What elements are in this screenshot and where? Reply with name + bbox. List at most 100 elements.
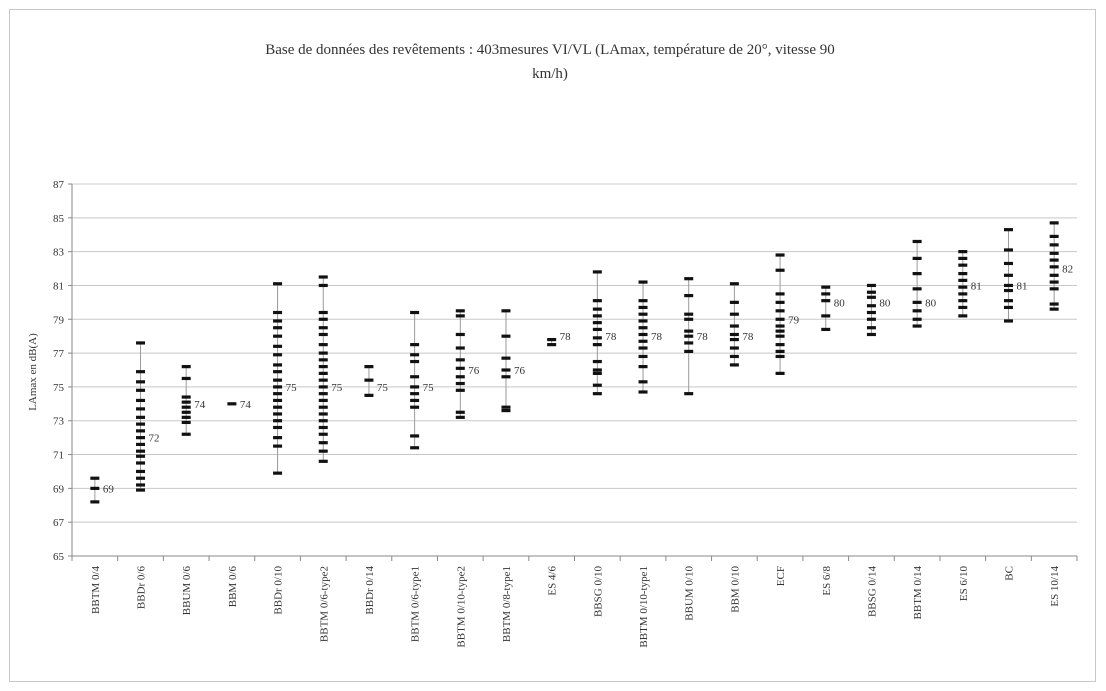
- data-point: [592, 359, 602, 364]
- data-point: [501, 368, 511, 372]
- data-point: [455, 346, 465, 350]
- x-tick-label: ES 10/14: [1049, 566, 1061, 607]
- x-tick-label: ECF: [775, 566, 787, 586]
- data-point: [592, 336, 602, 340]
- data-point: [592, 383, 602, 387]
- data-point: [775, 329, 785, 333]
- data-point: [592, 299, 602, 303]
- data-point: [181, 376, 191, 381]
- data-point: [1049, 307, 1059, 311]
- y-tick-label: 69: [53, 483, 65, 495]
- data-point: [866, 295, 876, 299]
- data-point: [592, 321, 602, 325]
- x-tick-label: ES 6/10: [958, 566, 970, 602]
- data-point: [273, 310, 283, 315]
- data-point: [547, 337, 557, 342]
- data-point: [318, 392, 328, 396]
- data-point: [90, 500, 100, 504]
- data-point: [455, 375, 465, 379]
- data-point: [136, 370, 146, 374]
- data-point: [547, 343, 557, 347]
- data-point: [181, 415, 191, 419]
- data-point: [181, 432, 191, 436]
- data-point: [729, 354, 739, 359]
- x-tick-label: BBUM 0/10: [684, 566, 696, 621]
- data-point: [410, 446, 420, 450]
- data-point: [90, 476, 100, 480]
- data-point: [501, 375, 511, 379]
- data-point: [181, 365, 191, 369]
- data-point: [729, 282, 739, 286]
- data-point: [410, 310, 420, 315]
- data-point: [866, 326, 876, 330]
- mean-label: 80: [834, 297, 846, 309]
- data-point: [181, 400, 191, 404]
- data-point: [318, 371, 328, 375]
- y-tick-label: 73: [53, 416, 65, 428]
- data-point: [273, 319, 283, 323]
- data-point: [455, 332, 465, 337]
- data-point: [1049, 221, 1059, 225]
- y-tick-label: 81: [53, 280, 64, 292]
- data-point: [136, 398, 146, 403]
- data-point: [958, 292, 968, 296]
- data-point: [181, 420, 191, 425]
- chart-title: Base de données des revêtements : 403mes…: [265, 42, 835, 82]
- data-point: [455, 366, 465, 370]
- data-point: [455, 314, 465, 318]
- data-point: [318, 365, 328, 369]
- data-point: [912, 287, 922, 291]
- data-point: [318, 441, 328, 445]
- data-point: [684, 329, 694, 333]
- data-point: [592, 371, 602, 375]
- data-point: [273, 436, 283, 440]
- data-point: [410, 398, 420, 403]
- data-point: [958, 299, 968, 303]
- data-point: [181, 405, 191, 409]
- data-point: [273, 334, 283, 338]
- data-point: [455, 388, 465, 392]
- data-point: [410, 359, 420, 364]
- x-tick-label: BBDr 0/10: [273, 566, 285, 615]
- data-point: [501, 405, 511, 409]
- mean-label: 78: [742, 331, 754, 343]
- data-point: [638, 390, 648, 394]
- data-point: [1003, 228, 1013, 232]
- mean-label: 80: [925, 297, 937, 309]
- data-point: [1003, 273, 1013, 277]
- data-point: [455, 381, 465, 386]
- data-point: [136, 341, 146, 345]
- data-point: [318, 398, 328, 403]
- mean-label: 69: [103, 483, 115, 495]
- data-point: [775, 371, 785, 375]
- data-point: [318, 283, 328, 288]
- data-point: [136, 483, 146, 487]
- data-point: [364, 393, 374, 397]
- data-point: [273, 405, 283, 409]
- data-point: [1049, 302, 1059, 306]
- data-point: [501, 334, 511, 338]
- data-point: [1049, 243, 1059, 247]
- data-point: [273, 385, 283, 389]
- data-point: [410, 353, 420, 357]
- data-point: [1049, 258, 1059, 262]
- data-point: [318, 425, 328, 430]
- x-tick-label: BBTM 0/10-type2: [455, 566, 467, 648]
- data-point: [866, 317, 876, 321]
- data-point: [318, 317, 328, 321]
- data-point: [181, 395, 191, 399]
- data-point: [136, 469, 146, 474]
- data-point: [912, 272, 922, 276]
- data-point: [638, 312, 648, 316]
- data-point: [821, 285, 831, 289]
- data-point: [638, 326, 648, 330]
- data-point: [821, 327, 831, 332]
- data-point: [775, 324, 785, 328]
- data-point: [912, 239, 922, 244]
- data-point: [1049, 273, 1059, 277]
- data-point: [866, 304, 876, 308]
- data-point: [958, 285, 968, 289]
- y-tick-label: 65: [53, 551, 65, 563]
- mean-label: 75: [423, 382, 435, 394]
- data-point: [136, 380, 146, 384]
